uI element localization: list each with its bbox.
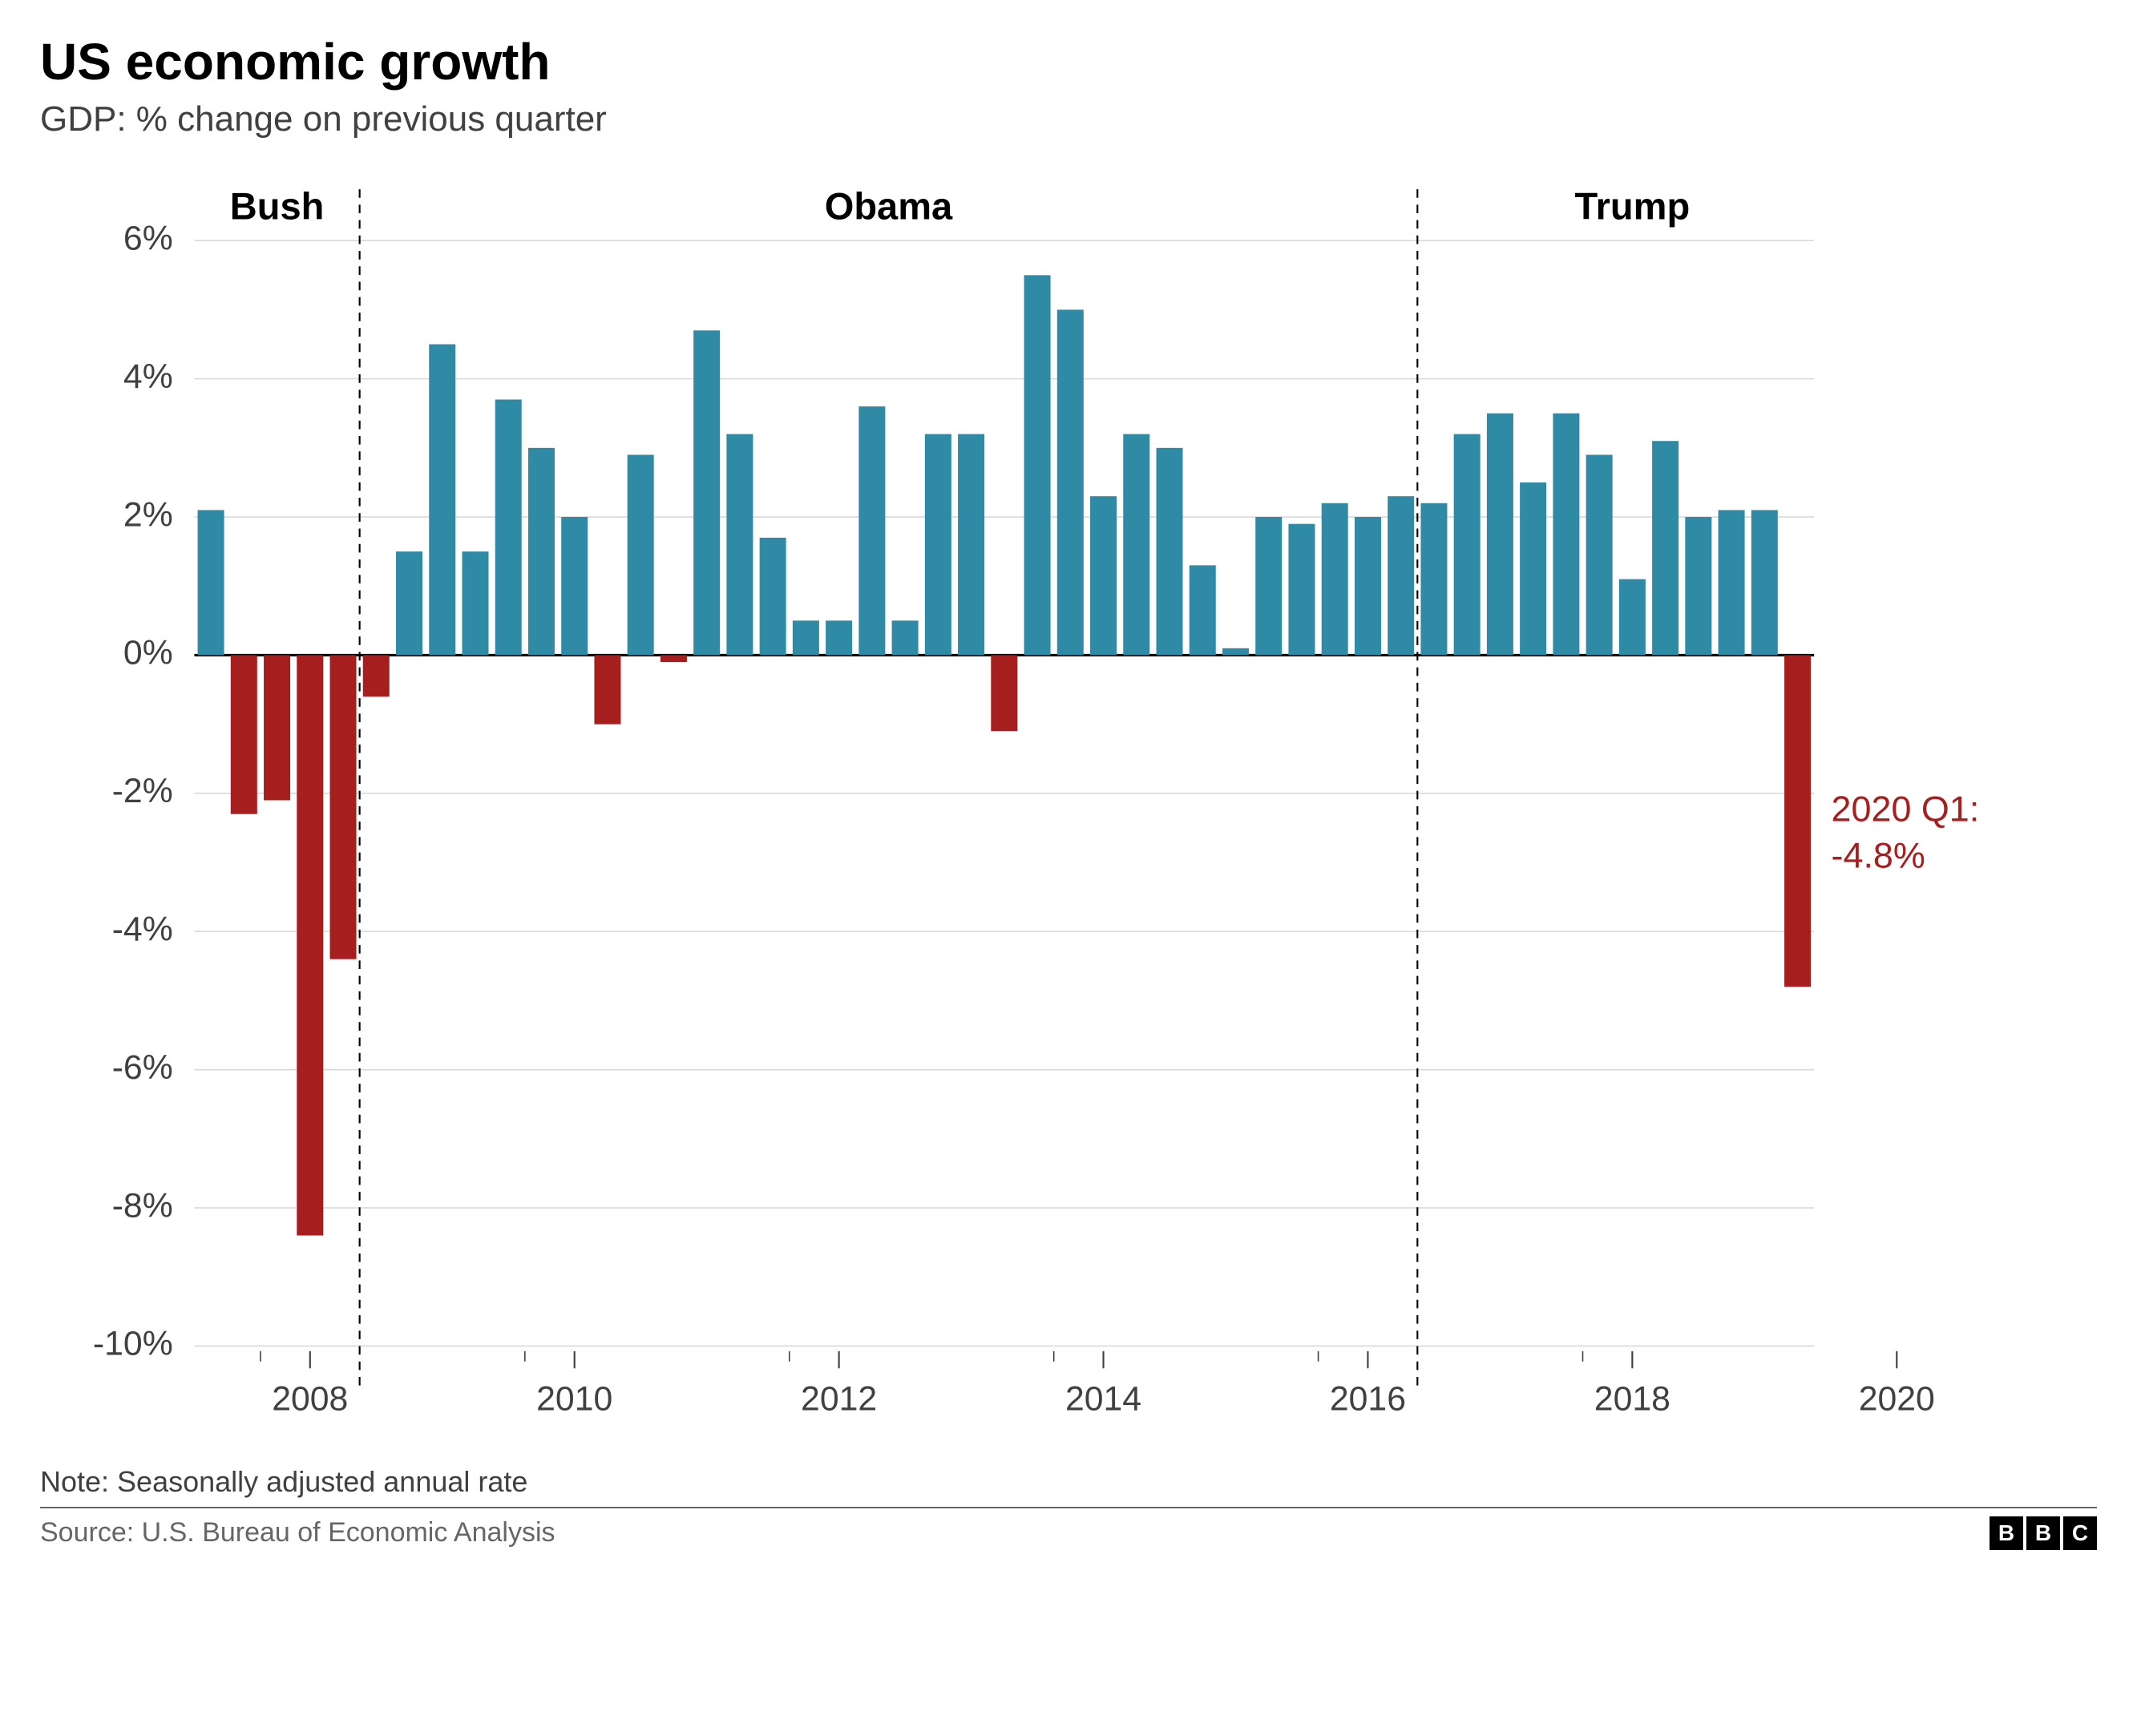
callout-text: 2020 Q1: (1832, 788, 1980, 829)
bar (594, 655, 620, 724)
bar (1719, 510, 1745, 655)
bar (1288, 524, 1315, 656)
bar (1157, 448, 1183, 656)
bar (1652, 441, 1678, 655)
bar (1420, 503, 1447, 656)
bar (726, 434, 753, 656)
logo-letter: B (1990, 1516, 2023, 1550)
logo-letter: C (2063, 1516, 2097, 1550)
bar (297, 655, 323, 1235)
president-label: Bush (230, 184, 325, 227)
bar (561, 517, 588, 655)
bar (495, 399, 522, 655)
bar (462, 551, 488, 655)
bar (1685, 517, 1711, 655)
bar (1024, 275, 1051, 655)
bar (1355, 517, 1381, 655)
bar (1388, 496, 1414, 655)
bar (1751, 510, 1778, 655)
bar (363, 655, 390, 696)
president-label: Obama (825, 184, 953, 227)
president-label: Trump (1574, 184, 1690, 227)
bar (1090, 496, 1117, 655)
svg-text:-6%: -6% (112, 1048, 173, 1087)
svg-text:2016: 2016 (1330, 1380, 1406, 1419)
svg-text:2012: 2012 (801, 1380, 877, 1419)
bar (1520, 482, 1546, 656)
chart-title: US economic growth (40, 32, 2097, 91)
bar (1619, 579, 1646, 656)
chart-source: Source: U.S. Bureau of Economic Analysis (40, 1517, 555, 1548)
bar (330, 655, 357, 959)
bar (1255, 517, 1282, 655)
svg-text:-2%: -2% (112, 772, 173, 810)
svg-text:-4%: -4% (112, 910, 173, 949)
bar (925, 434, 951, 656)
svg-text:4%: 4% (123, 357, 173, 396)
svg-text:-8%: -8% (112, 1186, 173, 1225)
bar (231, 655, 257, 813)
bar (1553, 414, 1579, 656)
bar (1222, 648, 1249, 656)
svg-text:6%: 6% (123, 220, 173, 258)
chart-subtitle: GDP: % change on previous quarter (40, 99, 2097, 139)
svg-text:2008: 2008 (272, 1380, 348, 1419)
bar (760, 538, 786, 656)
svg-text:-10%: -10% (93, 1325, 173, 1363)
bar (528, 448, 555, 656)
bbc-logo: B B C (1990, 1516, 2097, 1550)
svg-text:2018: 2018 (1594, 1380, 1670, 1419)
svg-text:0%: 0% (123, 634, 173, 672)
bar (826, 620, 852, 655)
chart-container: -10% -8% -6% -4% -2% 0% 2% 4% 6% Bush Obama Trump 20… (40, 164, 2097, 1449)
callout-text: -4.8% (1832, 835, 1925, 876)
bar (198, 510, 224, 655)
bar (1190, 565, 1216, 655)
bar (429, 345, 455, 656)
bar (793, 620, 819, 655)
bar (1487, 414, 1513, 656)
bar (264, 655, 290, 800)
bar (1454, 434, 1481, 656)
bar (1057, 309, 1084, 655)
logo-letter: B (2026, 1516, 2060, 1550)
svg-text:2%: 2% (123, 495, 173, 534)
bar (991, 655, 1017, 731)
bar (693, 330, 720, 655)
bar (628, 454, 654, 655)
bar-chart-svg: -10% -8% -6% -4% -2% 0% 2% 4% 6% Bush Obama Trump 20… (40, 164, 2097, 1449)
bar (958, 434, 984, 656)
bar (1123, 434, 1149, 656)
bar (1784, 655, 1811, 987)
bar (858, 406, 885, 655)
svg-text:2020: 2020 (1859, 1380, 1935, 1419)
chart-note: Note: Seasonally adjusted annual rate (40, 1465, 2097, 1508)
svg-text:2014: 2014 (1065, 1380, 1141, 1419)
svg-text:2010: 2010 (536, 1380, 612, 1419)
bar (1586, 454, 1613, 655)
bar (396, 551, 422, 655)
bar (660, 655, 687, 662)
bar (1322, 503, 1348, 656)
bar (892, 620, 919, 655)
